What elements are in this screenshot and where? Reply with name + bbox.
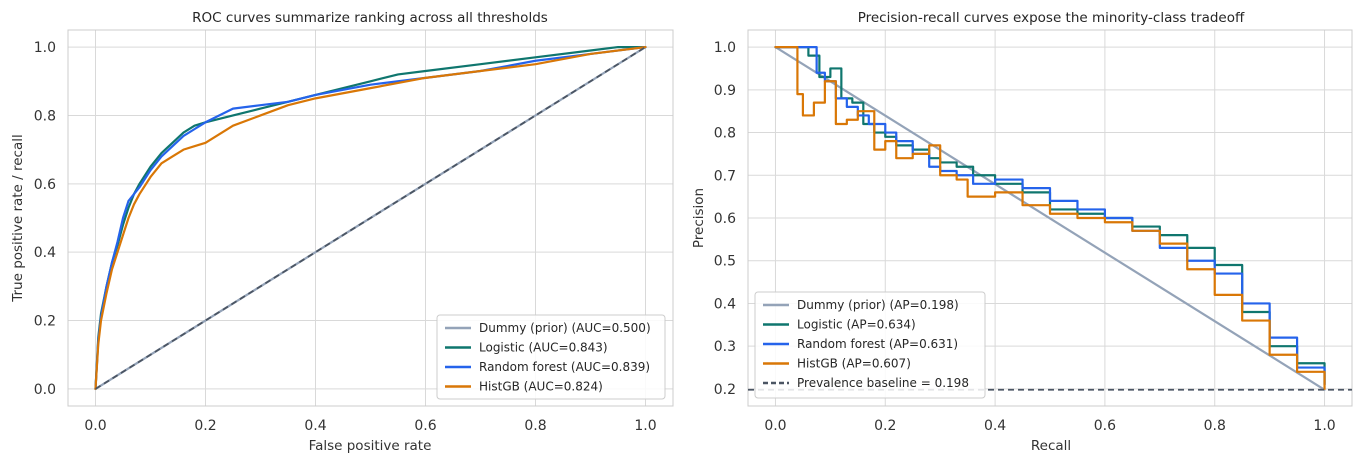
roc-y-tick-label: 0.0	[34, 382, 56, 398]
roc-y-tick-label: 0.4	[34, 245, 56, 261]
pr-legend-label: HistGB (AP=0.607)	[797, 357, 911, 371]
pr-tick-labels: 0.0 0.2 0.4 0.6 0.8 1.0 0.2 0.3 0.4 0.5 0.6 0.7 0.8 0…	[714, 40, 1336, 434]
pr-x-tick-label: 0.6	[1094, 418, 1116, 434]
pr-x-tick-label: 0.8	[1204, 418, 1226, 434]
pr-x-tick-label: 0.4	[984, 418, 1006, 434]
pr-legend-label: Dummy (prior) (AP=0.198)	[797, 298, 959, 312]
pr-series	[748, 45, 1352, 391]
roc-legend-label: HistGB (AUC=0.824)	[479, 380, 603, 394]
pr-x-tick-label: 1.0	[1313, 418, 1335, 434]
roc-x-tick-label: 1.0	[634, 418, 656, 434]
pr-y-axis-title: Precision	[691, 188, 707, 248]
pr-y-tick-label: 0.2	[714, 382, 736, 398]
roc-y-tick-label: 0.8	[34, 108, 56, 124]
roc-grid	[68, 30, 673, 406]
pr-x-tick-label: 0.2	[874, 418, 896, 434]
pr-y-tick-label: 0.9	[714, 83, 736, 99]
pr-series-line-histgb	[774, 45, 1326, 391]
pr-y-tick-label: 0.3	[714, 339, 736, 355]
roc-x-tick-label: 0.6	[414, 418, 436, 434]
roc-chart: ROC curves summarize ranking across all …	[10, 10, 674, 454]
roc-legend-box	[436, 314, 666, 400]
roc-reference-line	[95, 46, 646, 390]
roc-legend-label: Logistic (AUC=0.843)	[479, 341, 608, 355]
roc-y-tick-label: 0.2	[34, 314, 56, 330]
pr-grid	[748, 30, 1352, 406]
pr-legend-label: Logistic (AP=0.634)	[797, 318, 916, 332]
roc-series	[94, 45, 647, 391]
pr-axes-frame	[747, 29, 1353, 407]
roc-tick-labels: 0.0 0.2 0.4 0.6 0.8 1.0 0.0 0.2 0.4 0.6 0.8 1.0	[34, 40, 657, 434]
roc-y-axis-title: True positive rate / recall	[10, 134, 26, 303]
pr-chart: Precision-recall curves expose the minor…	[691, 10, 1353, 454]
pr-chart-title: Precision-recall curves expose the minor…	[858, 10, 1245, 26]
pr-legend-box	[754, 291, 986, 399]
roc-chart-title: ROC curves summarize ranking across all …	[192, 10, 548, 26]
roc-legend-label: Random forest (AUC=0.839)	[479, 360, 650, 374]
pr-y-tick-label: 0.4	[714, 296, 736, 312]
pr-x-tick-label: 0.0	[764, 418, 786, 434]
roc-legend-label: Dummy (prior) (AUC=0.500)	[479, 321, 651, 335]
roc-series-line-histgb	[94, 45, 647, 391]
pr-y-tick-label: 1.0	[714, 40, 736, 56]
roc-x-axis-title: False positive rate	[309, 438, 432, 454]
pr-legend: Dummy (prior) (AP=0.198) Logistic (AP=0.6…	[754, 291, 986, 399]
roc-x-tick-label: 0.8	[524, 418, 546, 434]
roc-y-tick-label: 0.6	[34, 177, 56, 193]
pr-series-line-random-forest	[774, 45, 1326, 386]
pr-x-axis-title: Recall	[1031, 438, 1071, 454]
roc-axes-frame	[67, 29, 674, 407]
pr-legend-label: Prevalence baseline = 0.198	[797, 376, 969, 390]
roc-x-tick-label: 0.2	[194, 418, 216, 434]
pr-y-tick-label: 0.6	[714, 211, 736, 227]
pr-series-line-dummy	[774, 45, 1326, 391]
roc-x-tick-label: 0.4	[304, 418, 326, 434]
pr-y-tick-label: 0.8	[714, 126, 736, 142]
pr-y-tick-label: 0.5	[714, 254, 736, 270]
roc-x-tick-label: 0.0	[84, 418, 106, 434]
roc-y-tick-label: 1.0	[34, 40, 56, 56]
roc-legend: Dummy (prior) (AUC=0.500) Logistic (AUC=0…	[436, 314, 666, 400]
pr-legend-label: Random forest (AP=0.631)	[797, 337, 958, 351]
pr-y-tick-label: 0.7	[714, 168, 736, 184]
